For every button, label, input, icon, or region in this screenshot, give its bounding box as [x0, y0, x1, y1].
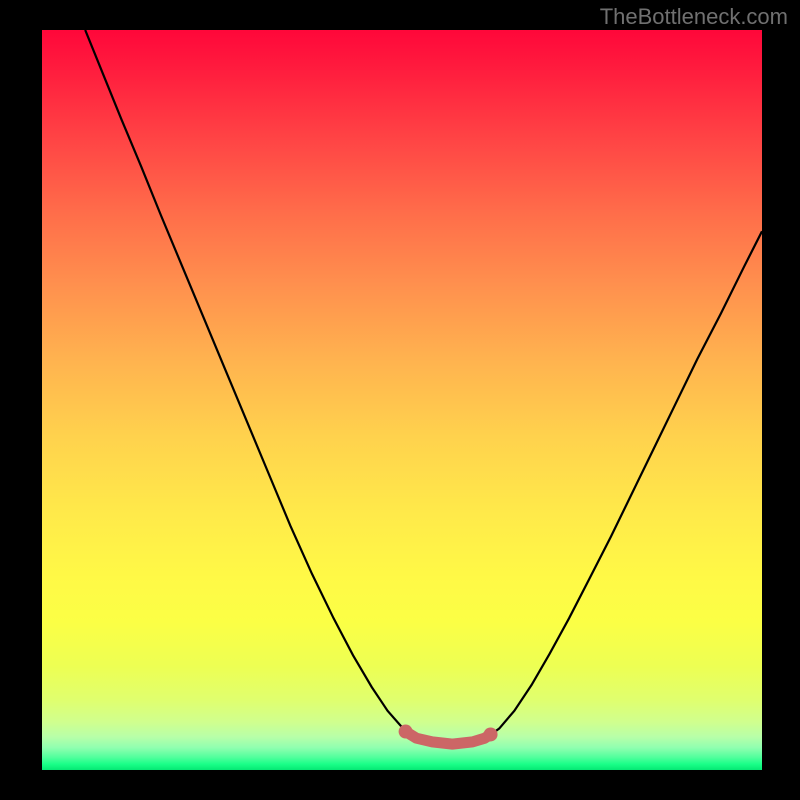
chart-background	[42, 30, 762, 770]
watermark-label: TheBottleneck.com	[600, 4, 788, 30]
chart-container	[42, 30, 762, 770]
optimal-range-end-dot	[484, 727, 498, 741]
chart-svg	[42, 30, 762, 770]
optimal-range-start-dot	[399, 725, 413, 739]
